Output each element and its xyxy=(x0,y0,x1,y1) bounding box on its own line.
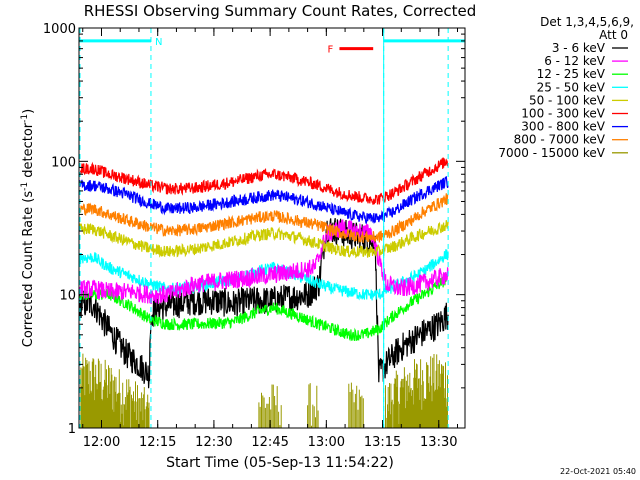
y-tick-label: 1000 xyxy=(43,22,76,37)
series-1 xyxy=(79,219,449,304)
legend-header-line-1: Det 1,3,4,5,6,9, xyxy=(540,15,634,29)
legend-label-0: 3 - 6 keV xyxy=(552,41,606,55)
series-line-5 xyxy=(79,157,449,205)
flare-label: F xyxy=(327,45,333,56)
x-axis-label: Start Time (05-Sep-13 11:54:22) xyxy=(166,455,394,471)
legend-label-2: 12 - 25 keV xyxy=(537,67,606,81)
series-line-0 xyxy=(79,218,449,389)
legend-label-6: 300 - 800 keV xyxy=(521,120,605,134)
series-0 xyxy=(79,218,449,389)
series-line-2 xyxy=(79,273,449,342)
legend-label-1: 6 - 12 keV xyxy=(544,54,606,68)
series-7 xyxy=(79,193,449,243)
plot-frame xyxy=(78,27,466,429)
y-axis: 1 10 100 1000 xyxy=(43,22,465,437)
legend-label-4: 50 - 100 keV xyxy=(529,93,606,107)
x-tick-label: 12:15 xyxy=(139,435,176,450)
series-7000-15000-bars-0 xyxy=(80,353,150,428)
series-line-1 xyxy=(79,219,449,304)
series-line-6 xyxy=(79,176,449,225)
plot-area: NF xyxy=(79,28,465,428)
legend-label-8: 7000 - 15000 keV xyxy=(498,146,605,160)
y-tick-label: 10 xyxy=(59,289,76,304)
series-6 xyxy=(79,176,449,225)
x-tick-label: 12:45 xyxy=(251,435,288,450)
series-5 xyxy=(79,157,449,205)
y-tick-label: 1 xyxy=(68,422,76,437)
x-axis: 12:00 12:15 12:30 12:45 13:00 13:15 13:30 xyxy=(82,28,459,450)
footer-stamp: 22-Oct-2021 05:40 xyxy=(560,467,636,476)
legend-label-5: 100 - 300 keV xyxy=(521,107,605,121)
series-2 xyxy=(79,273,449,342)
legend-label-7: 800 - 7000 keV xyxy=(514,133,606,147)
y-axis-label: Corrected Count Rate (s-1 detector-1) xyxy=(20,109,36,347)
series-7000-15000-spikes xyxy=(258,382,364,428)
x-tick-label: 13:15 xyxy=(364,435,401,450)
x-tick-label: 13:00 xyxy=(308,435,345,450)
series-8 xyxy=(80,353,448,428)
series-7000-15000-bars-1 xyxy=(385,354,448,428)
y-tick-label: 100 xyxy=(51,155,76,170)
x-tick-label: 12:30 xyxy=(195,435,232,450)
series-line-4 xyxy=(79,220,449,259)
night-label: N xyxy=(155,37,162,48)
legend-header-line-2: Att 0 xyxy=(599,28,628,42)
chart-title: RHESSI Observing Summary Count Rates, Co… xyxy=(84,2,477,20)
x-tick-label: 12:00 xyxy=(83,435,120,450)
series-line-7 xyxy=(79,193,449,243)
legend-label-3: 25 - 50 keV xyxy=(537,80,606,94)
x-tick-label: 13:30 xyxy=(420,435,457,450)
series-4 xyxy=(79,220,449,259)
